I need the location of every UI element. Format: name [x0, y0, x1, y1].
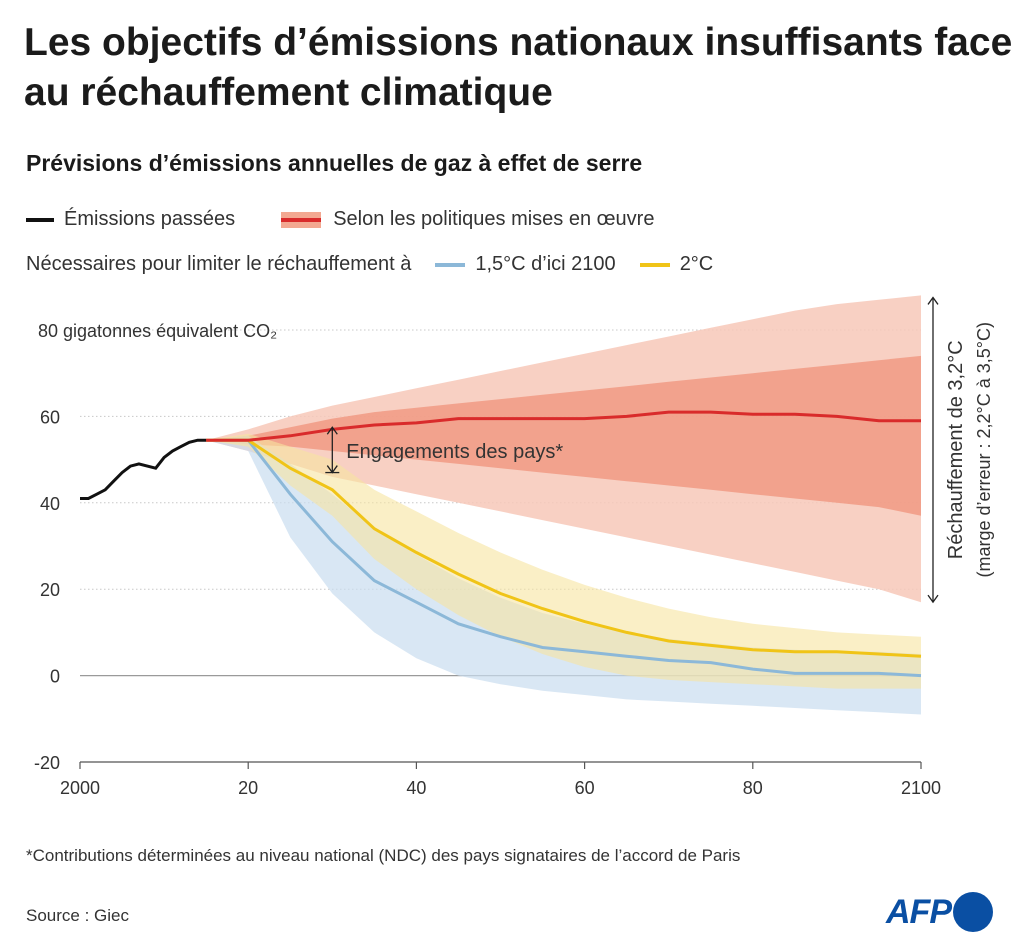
- y-tick-label: 40: [40, 494, 60, 514]
- legend-swatch-past: [26, 217, 54, 222]
- legend-label-policies: Selon les politiques mises en œuvre: [333, 208, 655, 230]
- y-tick-label: -20: [34, 753, 60, 773]
- warming-annotation-line2: (marge d’erreur : 2,2°C à 3,5°C): [974, 322, 994, 578]
- x-tick-label: 2000: [60, 778, 100, 798]
- legend-row-2: Nécessaires pour limiter le réchauffemen…: [26, 253, 713, 276]
- line-past: [80, 438, 207, 500]
- x-tick-label: 80: [743, 778, 763, 798]
- pledges-annotation: Engagements des pays*: [346, 441, 563, 463]
- y-tick-label: 20: [40, 580, 60, 600]
- warming-annotation-line1: Réchauffement de 3,2°C: [945, 340, 967, 559]
- x-tick-label: 40: [406, 778, 426, 798]
- legend-label-needed: Nécessaires pour limiter le réchauffemen…: [26, 253, 412, 275]
- afp-logo: AFP: [886, 892, 993, 932]
- legend-label-2c: 2°C: [679, 253, 714, 275]
- legend-label-15c: 1,5°C d’ici 2100: [475, 253, 616, 275]
- x-tick-label: 20: [238, 778, 258, 798]
- line-15c: [206, 438, 922, 678]
- legend-swatch-15c: [435, 262, 466, 267]
- footnote: *Contributions déterminées au niveau nat…: [26, 846, 741, 865]
- afp-logo-text: AFP: [886, 892, 952, 931]
- pledges-arrow-head-up: [326, 426, 338, 435]
- chart-subtitle: Prévisions d’émissions annuelles de gaz …: [26, 150, 643, 176]
- policies-band-inner: [206, 355, 922, 516]
- legend-label-past: Émissions passées: [64, 208, 236, 230]
- source: Source : Giec: [26, 906, 129, 925]
- warming-range-head-down: [927, 594, 939, 604]
- emissions-chart: -20 0 20 40 60 80 gigatonnes équivalent CO₂ 20…: [34, 295, 994, 798]
- line-policies: [206, 410, 921, 442]
- y-tick-label: 60: [40, 407, 60, 427]
- line-2c: [206, 438, 922, 658]
- x-tick-label: 2100: [901, 778, 941, 798]
- band-2c: [206, 433, 922, 689]
- y-axis-unit-label: 80 gigatonnes équivalent CO₂: [38, 321, 277, 341]
- chart-title: Les objectifs d’émissions nationaux insu…: [24, 21, 1013, 114]
- legend-swatch-policies: [281, 211, 322, 228]
- x-tick-label: 60: [575, 778, 595, 798]
- legend-swatch-2c: [639, 262, 670, 267]
- afp-logo-dot: [953, 892, 993, 932]
- y-tick-label: 0: [50, 667, 60, 687]
- legend-row-1: Émissions passées Selon les politiques m…: [26, 208, 654, 231]
- warming-range-head-up: [927, 296, 939, 305]
